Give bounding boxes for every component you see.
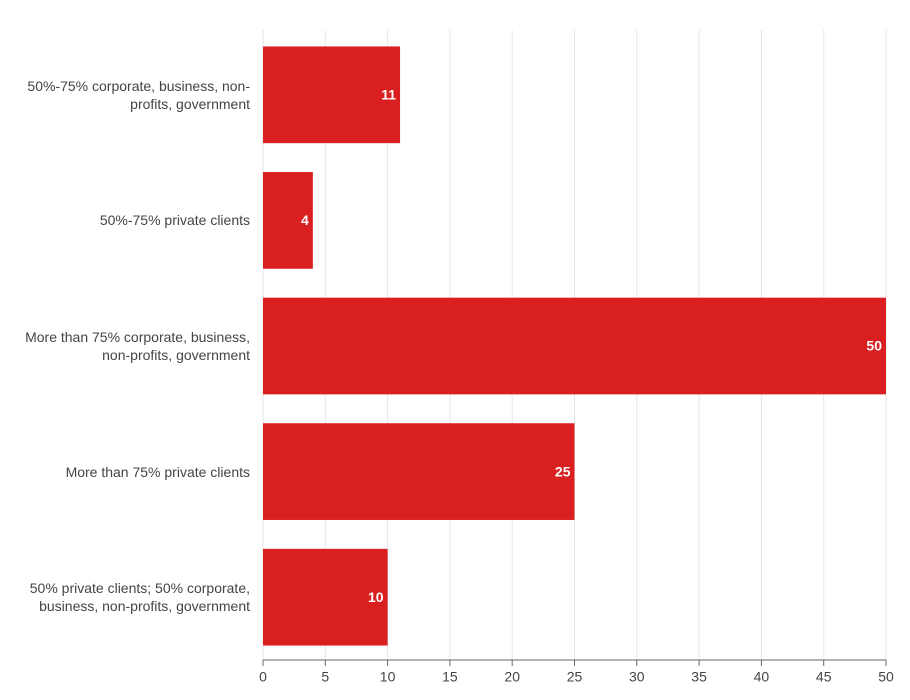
y-tick-label: 50% private clients; 50% corporate, busi… (29, 580, 250, 615)
x-tick-label: 50 (878, 669, 894, 685)
bar (263, 297, 886, 395)
y-tick-label: More than 75% corporate, business, non-p… (25, 329, 250, 363)
y-tick-label: 50%-75% private clients (99, 212, 250, 229)
value-label: 50 (866, 338, 882, 354)
x-tick-label: 40 (754, 669, 770, 685)
x-tick-label: 20 (504, 669, 520, 685)
value-label: 10 (368, 589, 384, 605)
value-label: 4 (301, 212, 309, 228)
value-label: 25 (555, 463, 571, 479)
value-label: 11 (381, 87, 396, 103)
x-tick-label: 25 (567, 669, 583, 685)
x-tick-label: 35 (691, 669, 707, 685)
x-tick-label: 30 (629, 669, 645, 685)
x-tick-label: 0 (259, 669, 267, 685)
x-tick-label: 5 (321, 669, 329, 685)
bar (263, 46, 401, 144)
bar (263, 548, 388, 646)
y-tick-label: More than 75% private clients (65, 463, 250, 480)
x-tick-label: 15 (442, 669, 458, 685)
y-tick-label: 50%-75% corporate, business, non-profits… (27, 77, 250, 112)
x-tick-label: 10 (380, 669, 396, 685)
bar (263, 423, 575, 520)
x-tick-label: 45 (816, 669, 832, 685)
bar (263, 172, 313, 269)
